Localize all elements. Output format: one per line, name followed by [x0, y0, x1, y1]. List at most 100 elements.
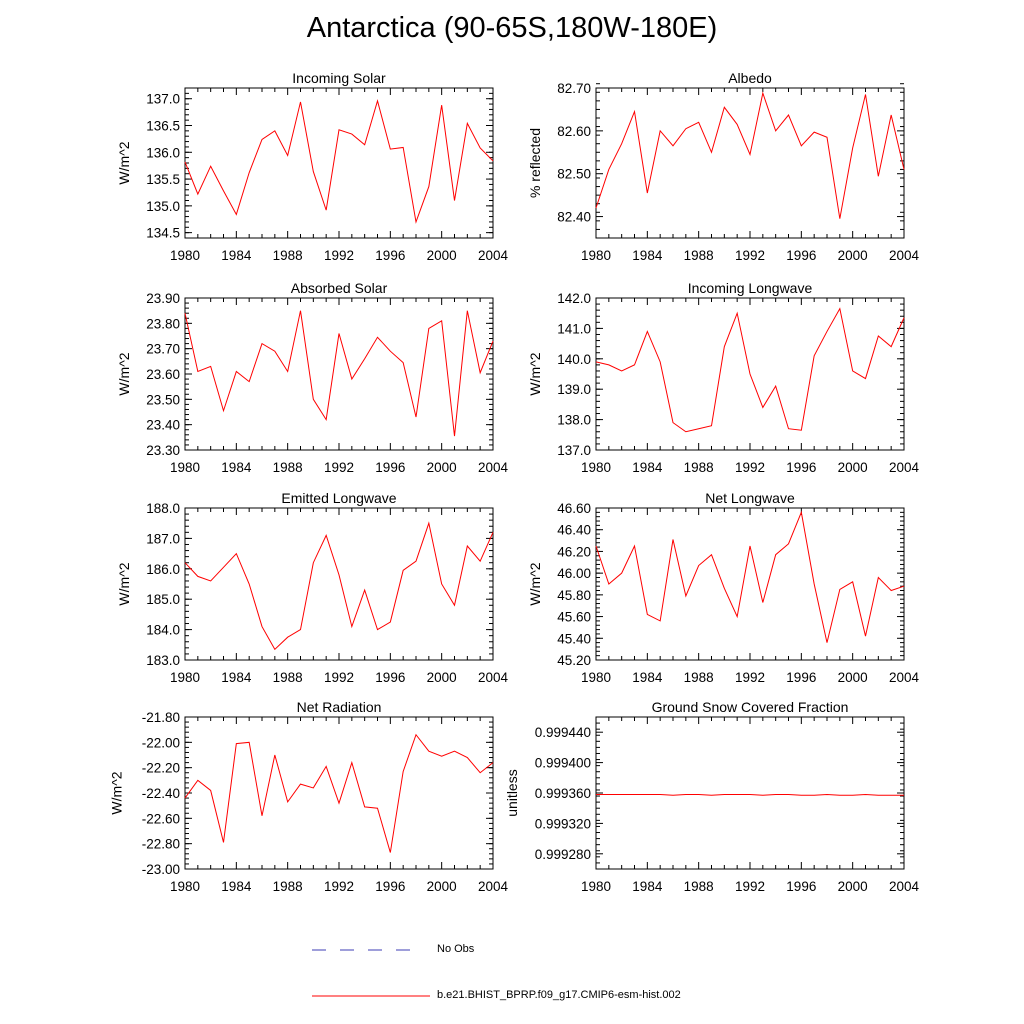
- x-tick-label: 2000: [427, 248, 457, 263]
- y-tick-label: 137.0: [557, 443, 591, 458]
- panel-title: Incoming Longwave: [688, 280, 813, 296]
- series-line: [184, 310, 494, 437]
- y-tick-label: 23.80: [146, 316, 180, 331]
- panel-incoming-solar: Incoming Solar 1980 1984 1988 1992 1996 2000 20…: [116, 70, 509, 263]
- plot-frame: [595, 716, 905, 870]
- y-axis-label: % reflected: [527, 128, 543, 198]
- plot-frame: [184, 716, 494, 870]
- x-tick-label: 1988: [684, 248, 714, 263]
- x-tick-label: 1984: [632, 879, 663, 894]
- x-tick-label: 1984: [632, 248, 663, 263]
- y-tick-label: 82.60: [557, 124, 591, 139]
- y-tick-label: 46.20: [557, 544, 591, 559]
- panel-net-radiation: Net Radiation 1980 1984 1988 1992 1996 2000 200…: [108, 699, 508, 894]
- x-tick-label: 1996: [786, 460, 816, 475]
- y-tick-label: 23.30: [146, 443, 180, 458]
- plot-frame: [184, 507, 494, 661]
- y-axis-label: W/m^2: [527, 352, 543, 395]
- x-tick-label: 1992: [735, 879, 765, 894]
- x-tick-label: 1992: [735, 248, 765, 263]
- y-tick-label: 185.0: [146, 592, 180, 607]
- y-tick-label: 136.5: [146, 119, 180, 134]
- x-tick-label: 1988: [684, 460, 714, 475]
- panel-title: Absorbed Solar: [291, 280, 388, 296]
- y-tick-label: 82.70: [557, 81, 591, 96]
- y-tick-label: 0.999440: [535, 725, 591, 740]
- y-tick-label: 139.0: [557, 382, 591, 397]
- x-tick-label: 2004: [478, 879, 509, 894]
- x-tick-label: 2000: [838, 879, 868, 894]
- x-tick-label: 1980: [581, 879, 611, 894]
- x-tick-label: 1984: [632, 460, 663, 475]
- x-tick-label: 2000: [427, 460, 457, 475]
- y-axis-label: W/m^2: [116, 562, 132, 605]
- y-tick-label: 23.90: [146, 291, 180, 306]
- x-tick-label: 1992: [324, 670, 354, 685]
- x-tick-label: 1988: [684, 670, 714, 685]
- x-tick-label: 1980: [170, 670, 200, 685]
- panel-title: Ground Snow Covered Fraction: [652, 699, 849, 715]
- panel-title: Albedo: [728, 70, 772, 86]
- series-line: [595, 510, 905, 643]
- panel-title: Emitted Longwave: [281, 490, 396, 506]
- panel-absorbed-solar: Absorbed Solar 1980 1984 1988 1992 1996 2000 20…: [116, 280, 509, 475]
- y-tick-label: 184.0: [146, 623, 180, 638]
- y-tick-label: -21.80: [142, 710, 180, 725]
- y-axis-label: W/m^2: [527, 562, 543, 605]
- y-tick-label: 137.0: [146, 92, 180, 107]
- y-tick-label: 0.999400: [535, 756, 591, 771]
- series-line: [595, 307, 905, 433]
- y-tick-label: 187.0: [146, 531, 180, 546]
- y-tick-label: 0.999280: [535, 847, 591, 862]
- y-tick-label: 138.0: [557, 413, 591, 428]
- y-tick-label: -23.00: [142, 862, 180, 877]
- figure-title: Antarctica (90-65S,180W-180E): [306, 12, 718, 44]
- x-tick-label: 1988: [273, 460, 303, 475]
- y-tick-label: 45.20: [557, 653, 591, 668]
- x-tick-label: 1980: [170, 879, 200, 894]
- series-line: [184, 733, 494, 853]
- x-tick-label: 1992: [735, 670, 765, 685]
- x-tick-label: 2004: [478, 460, 509, 475]
- y-tick-label: 135.5: [146, 172, 180, 187]
- x-tick-label: 1988: [273, 670, 303, 685]
- plot-frame: [595, 507, 905, 661]
- series-line: [184, 98, 494, 224]
- x-tick-label: 1984: [632, 670, 663, 685]
- x-tick-label: 1980: [170, 460, 200, 475]
- x-tick-label: 2004: [889, 460, 920, 475]
- plot-frame: [184, 297, 494, 451]
- x-tick-label: 2004: [478, 248, 509, 263]
- y-tick-label: 82.50: [557, 167, 591, 182]
- y-tick-label: 135.0: [146, 199, 180, 214]
- series-line: [595, 91, 905, 219]
- x-tick-label: 1992: [324, 460, 354, 475]
- y-tick-label: 142.0: [557, 291, 591, 306]
- x-tick-label: 2000: [838, 248, 868, 263]
- y-tick-label: -22.60: [142, 811, 180, 826]
- y-tick-label: -22.40: [142, 786, 180, 801]
- y-tick-label: 46.60: [557, 501, 591, 516]
- plot-frame: [184, 87, 494, 239]
- x-tick-label: 1980: [170, 248, 200, 263]
- y-tick-label: 23.60: [146, 367, 180, 382]
- y-tick-label: 0.999360: [535, 786, 591, 801]
- x-tick-label: 1992: [735, 460, 765, 475]
- x-tick-label: 2000: [838, 460, 868, 475]
- x-tick-label: 1996: [375, 248, 405, 263]
- y-tick-label: -22.80: [142, 837, 180, 852]
- y-tick-label: 0.999320: [535, 816, 591, 831]
- x-tick-label: 1984: [221, 670, 252, 685]
- y-tick-label: 140.0: [557, 352, 591, 367]
- x-tick-label: 1996: [786, 248, 816, 263]
- x-tick-label: 2004: [889, 248, 920, 263]
- y-tick-label: 45.80: [557, 588, 591, 603]
- y-axis-label: W/m^2: [116, 352, 132, 395]
- panel-title: Net Radiation: [297, 699, 382, 715]
- x-tick-label: 2000: [838, 670, 868, 685]
- x-tick-label: 2004: [478, 670, 509, 685]
- y-tick-label: 45.60: [557, 610, 591, 625]
- y-axis-label: unitless: [504, 769, 520, 816]
- x-tick-label: 2000: [427, 879, 457, 894]
